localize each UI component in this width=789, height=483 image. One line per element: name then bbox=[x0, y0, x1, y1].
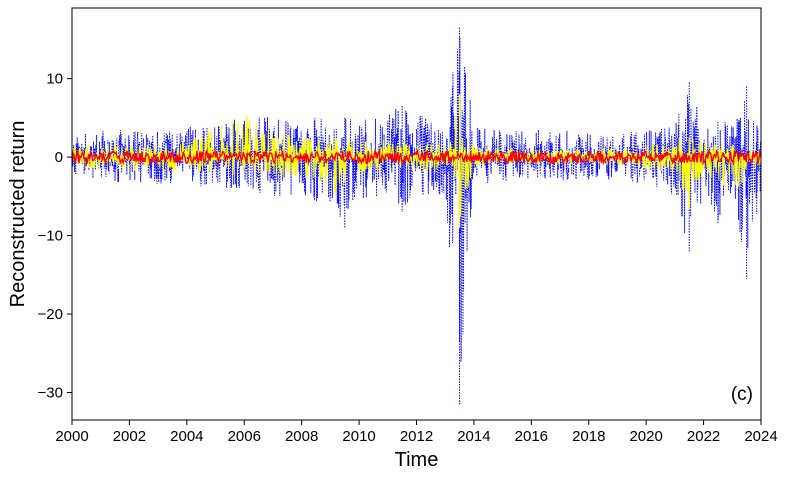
x-tick-label: 2018 bbox=[572, 428, 605, 445]
y-tick-label: 0 bbox=[55, 149, 63, 166]
y-axis-label: Reconstructed return bbox=[7, 121, 29, 308]
x-axis-label: Time bbox=[395, 449, 439, 471]
x-axis-ticks: 2000 2002 2004 2006 2008 2010 2012 2014 2016 2018… bbox=[55, 420, 778, 445]
x-tick-label: 2002 bbox=[113, 428, 146, 445]
x-tick-label: 2008 bbox=[285, 428, 318, 445]
x-tick-label: 2000 bbox=[55, 428, 88, 445]
x-tick-label: 2004 bbox=[170, 428, 203, 445]
x-tick-label: 2022 bbox=[687, 428, 720, 445]
y-tick-label: −20 bbox=[38, 306, 63, 323]
x-tick-label: 2010 bbox=[342, 428, 375, 445]
y-tick-label: 10 bbox=[46, 71, 63, 88]
plot-frame bbox=[71, 7, 762, 421]
series-layer bbox=[72, 27, 761, 405]
x-tick-label: 2016 bbox=[515, 428, 548, 445]
x-tick-label: 2006 bbox=[228, 428, 261, 445]
x-tick-label: 2024 bbox=[744, 428, 777, 445]
series-line-2 bbox=[72, 115, 761, 217]
x-tick-label: 2012 bbox=[400, 428, 433, 445]
series-line-3 bbox=[72, 148, 761, 167]
x-tick-label: 2014 bbox=[457, 428, 490, 445]
panel-label: (c) bbox=[731, 384, 753, 405]
x-tick-label: 2020 bbox=[629, 428, 662, 445]
y-axis-ticks: 10 0 −10 −20 −30 bbox=[38, 71, 72, 402]
y-tick-label: −10 bbox=[38, 228, 63, 245]
series-line-1 bbox=[72, 37, 761, 362]
y-tick-label: −30 bbox=[38, 385, 63, 402]
